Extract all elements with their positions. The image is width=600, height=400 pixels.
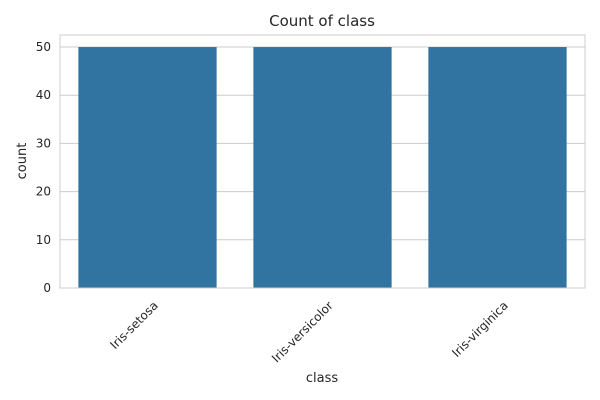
chart-title: Count of class — [269, 12, 375, 30]
bar-iris-versicolor — [253, 47, 392, 288]
y-tick-labels: 0 10 20 30 40 50 — [36, 40, 51, 295]
plot-frame — [59, 34, 586, 289]
bar-iris-virginica — [428, 47, 567, 288]
y-tick-label: 30 — [36, 136, 51, 150]
y-tick-label: 0 — [43, 281, 51, 295]
y-tick-label: 20 — [36, 185, 51, 199]
y-axis-label: count — [15, 143, 30, 180]
x-tick-label: Iris-setosa — [107, 298, 161, 352]
x-tick-labels: Iris-setosa Iris-versicolor Iris-virginica — [107, 298, 511, 365]
x-axis-label: class — [306, 371, 338, 386]
bar-iris-setosa — [78, 47, 217, 288]
x-tick-label: Iris-versicolor — [269, 298, 336, 365]
y-tick-label: 40 — [36, 88, 51, 102]
y-tick-label: 50 — [36, 40, 51, 54]
x-tick-label: Iris-virginica — [449, 298, 511, 360]
y-tick-label: 10 — [36, 233, 51, 247]
bars — [78, 47, 567, 288]
